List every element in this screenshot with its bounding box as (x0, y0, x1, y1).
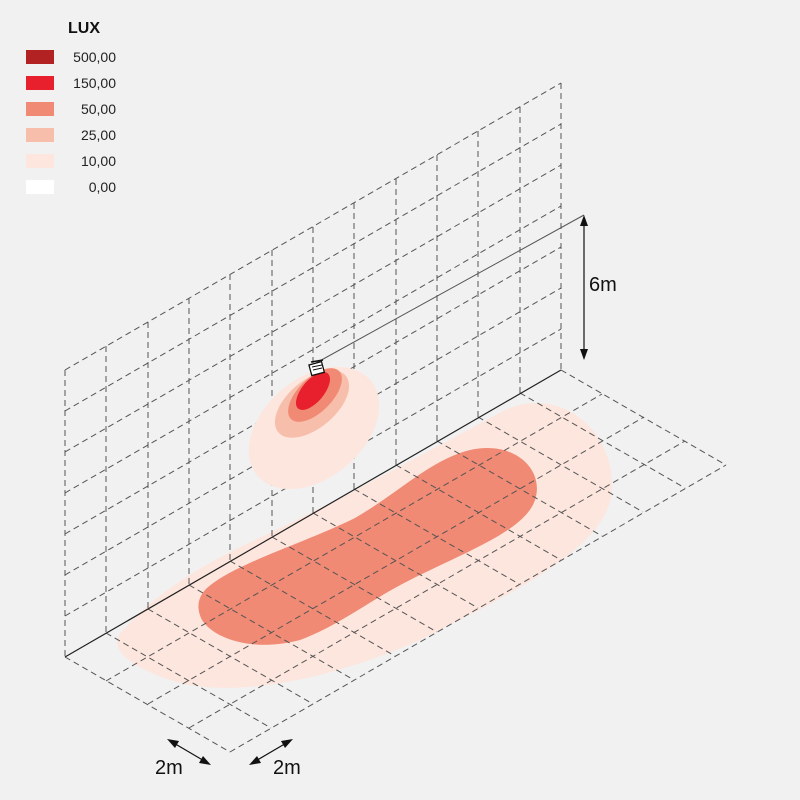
legend-value-0: 0,00 (88, 179, 116, 195)
grid-spacing-label-a: 2m (155, 757, 183, 779)
legend-row-10: 10,00 (26, 153, 116, 170)
legend-title: LUX (68, 20, 100, 37)
legend-swatch-150 (26, 76, 54, 90)
legend-swatch-0 (26, 180, 54, 194)
wall-floor-edge (64, 369, 562, 658)
legend-swatch-500 (26, 50, 54, 64)
legend-row-0: 0,00 (26, 179, 116, 196)
height-dimension (580, 215, 588, 360)
legend-row-500: 500,00 (26, 49, 116, 66)
legend-swatch-25 (26, 128, 54, 142)
grid-spacing-dimension-b (249, 739, 293, 765)
legend-row-150: 150,00 (26, 75, 116, 92)
height-label: 6m (589, 274, 617, 296)
legend-row-50: 50,00 (26, 101, 116, 118)
grid-spacing-label-b: 2m (273, 757, 301, 779)
mounting-height-line (315, 214, 585, 364)
legend-swatch-10 (26, 154, 54, 168)
legend-value-25: 25,00 (80, 127, 116, 143)
legend-row-25: 25,00 (26, 127, 116, 144)
floodlight-fixture-icon (308, 359, 326, 377)
legend-value-50: 50,00 (80, 101, 116, 117)
wall-zone-150 (295, 372, 331, 410)
floor-grid (64, 369, 727, 753)
wall-grid (64, 82, 562, 657)
legend-value-150: 150,00 (73, 75, 116, 91)
legend-swatch-50 (26, 102, 54, 116)
grid-spacing-dimension-a (167, 739, 211, 765)
wall-illuminance (248, 366, 380, 490)
legend-value-10: 10,00 (80, 153, 116, 169)
legend-value-500: 500,00 (73, 49, 116, 65)
